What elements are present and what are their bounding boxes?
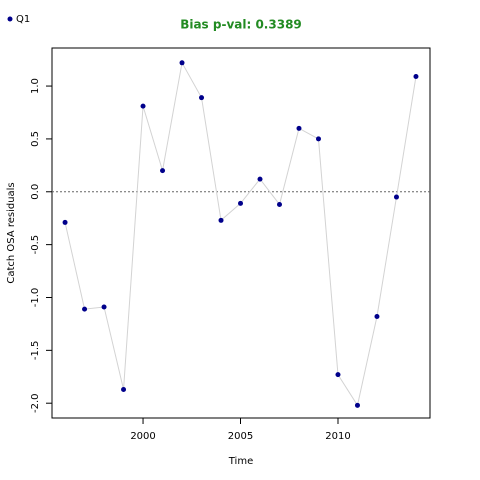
legend-label: Q1 bbox=[16, 14, 30, 25]
data-point bbox=[393, 194, 399, 200]
chart-title: Bias p-val: 0.3389 bbox=[180, 18, 302, 32]
data-point bbox=[413, 74, 419, 80]
data-point bbox=[62, 219, 68, 225]
data-point bbox=[238, 200, 244, 206]
data-point bbox=[179, 60, 185, 66]
data-point bbox=[335, 372, 341, 378]
x-tick-label: 2000 bbox=[130, 431, 155, 442]
data-point bbox=[160, 168, 166, 174]
data-point bbox=[277, 201, 283, 207]
data-point bbox=[82, 306, 88, 312]
data-point bbox=[315, 136, 321, 142]
x-axis-label: Time bbox=[228, 456, 253, 467]
data-point bbox=[257, 176, 263, 182]
legend-marker bbox=[7, 16, 13, 22]
data-point bbox=[354, 402, 360, 408]
x-tick-label: 2005 bbox=[228, 431, 253, 442]
data-point bbox=[140, 103, 146, 109]
data-point bbox=[101, 304, 107, 310]
y-tick-label: 0.5 bbox=[30, 131, 41, 147]
data-point bbox=[199, 95, 205, 101]
data-point bbox=[374, 314, 380, 320]
data-point bbox=[296, 125, 302, 131]
y-tick-label: -1.5 bbox=[30, 341, 41, 361]
x-tick-label: 2010 bbox=[325, 431, 350, 442]
plot-frame bbox=[51, 47, 431, 419]
y-tick-label: 0.0 bbox=[30, 184, 41, 200]
data-point bbox=[121, 386, 127, 392]
y-axis-label: Catch OSA residuals bbox=[6, 182, 17, 283]
series-line bbox=[64, 61, 417, 407]
y-tick-label: -1.0 bbox=[30, 288, 41, 308]
data-point bbox=[218, 217, 224, 223]
y-tick-label: 1.0 bbox=[30, 78, 41, 94]
y-tick-label: -2.0 bbox=[30, 393, 41, 413]
y-tick-label: -0.5 bbox=[30, 235, 41, 255]
